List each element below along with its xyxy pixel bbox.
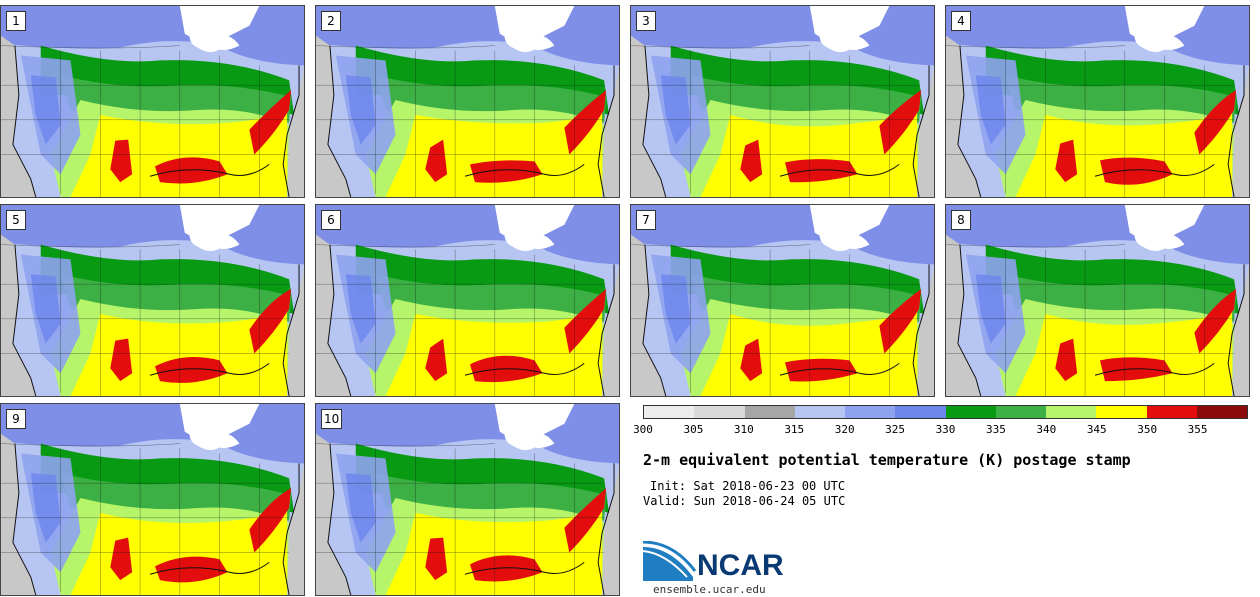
colorbar-swatch	[895, 406, 946, 418]
ensemble-member-map: 7	[630, 204, 935, 397]
member-number-label: 5	[6, 210, 26, 230]
colorbar-tick-label: 310	[733, 423, 754, 436]
colorbar-swatch	[995, 406, 1046, 418]
colorbar-swatch	[1046, 406, 1097, 418]
colorbar	[643, 405, 1248, 419]
member-number-label: 4	[951, 11, 971, 31]
colorbar-swatch	[945, 406, 996, 418]
colorbar-swatch	[845, 406, 896, 418]
ncar-logo-icon	[643, 541, 697, 581]
map-title: 2-m equivalent potential temperature (K)…	[643, 451, 1131, 469]
colorbar-tick-label: 315	[784, 423, 805, 436]
colorbar-swatch	[794, 406, 845, 418]
member-number-label: 2	[321, 11, 341, 31]
member-number-label: 3	[636, 11, 656, 31]
colorbar-tick-label: 330	[935, 423, 956, 436]
ensemble-member-map: 3	[630, 5, 935, 198]
colorbar-tick-label: 345	[1086, 423, 1107, 436]
colorbar-swatch	[1096, 406, 1147, 418]
member-number-label: 10	[321, 409, 343, 429]
ensemble-member-map: 2	[315, 5, 620, 198]
colorbar-tick-label: 335	[985, 423, 1006, 436]
colorbar-swatch	[1146, 406, 1197, 418]
member-number-label: 7	[636, 210, 656, 230]
member-number-label: 8	[951, 210, 971, 230]
colorbar-tick-label: 350	[1137, 423, 1158, 436]
ensemble-member-map: 8	[945, 204, 1250, 397]
colorbar-tick-label: 325	[885, 423, 906, 436]
ensemble-member-map: 9	[0, 403, 305, 596]
colorbar-swatch	[644, 406, 695, 418]
colorbar-swatch	[744, 406, 795, 418]
site-url: ensemble.ucar.edu	[653, 583, 766, 596]
member-number-label: 1	[6, 11, 26, 31]
colorbar-tick-labels: 300 305 310 315 320 325 330 335 340 345 350 355	[633, 423, 1248, 439]
member-number-label: 9	[6, 409, 26, 429]
colorbar-tick-label: 305	[683, 423, 704, 436]
colorbar-swatch	[694, 406, 745, 418]
colorbar-tick-label: 320	[834, 423, 855, 436]
member-number-label: 6	[321, 210, 341, 230]
ncar-logo-text: NCAR	[697, 549, 784, 582]
ensemble-member-map: 6	[315, 204, 620, 397]
colorbar-tick-label: 355	[1187, 423, 1208, 436]
ensemble-member-map: 4	[945, 5, 1250, 198]
colorbar-tick-label: 340	[1036, 423, 1057, 436]
valid-time: Valid: Sun 2018-06-24 05 UTC	[643, 494, 846, 508]
ensemble-member-map: 1	[0, 5, 305, 198]
ensemble-member-map: 5	[0, 204, 305, 397]
colorbar-tick-label: 300	[633, 423, 653, 436]
ensemble-member-map: 10	[315, 403, 620, 596]
init-time: Init: Sat 2018-06-23 00 UTC	[650, 479, 846, 493]
colorbar-swatch	[1196, 406, 1247, 418]
